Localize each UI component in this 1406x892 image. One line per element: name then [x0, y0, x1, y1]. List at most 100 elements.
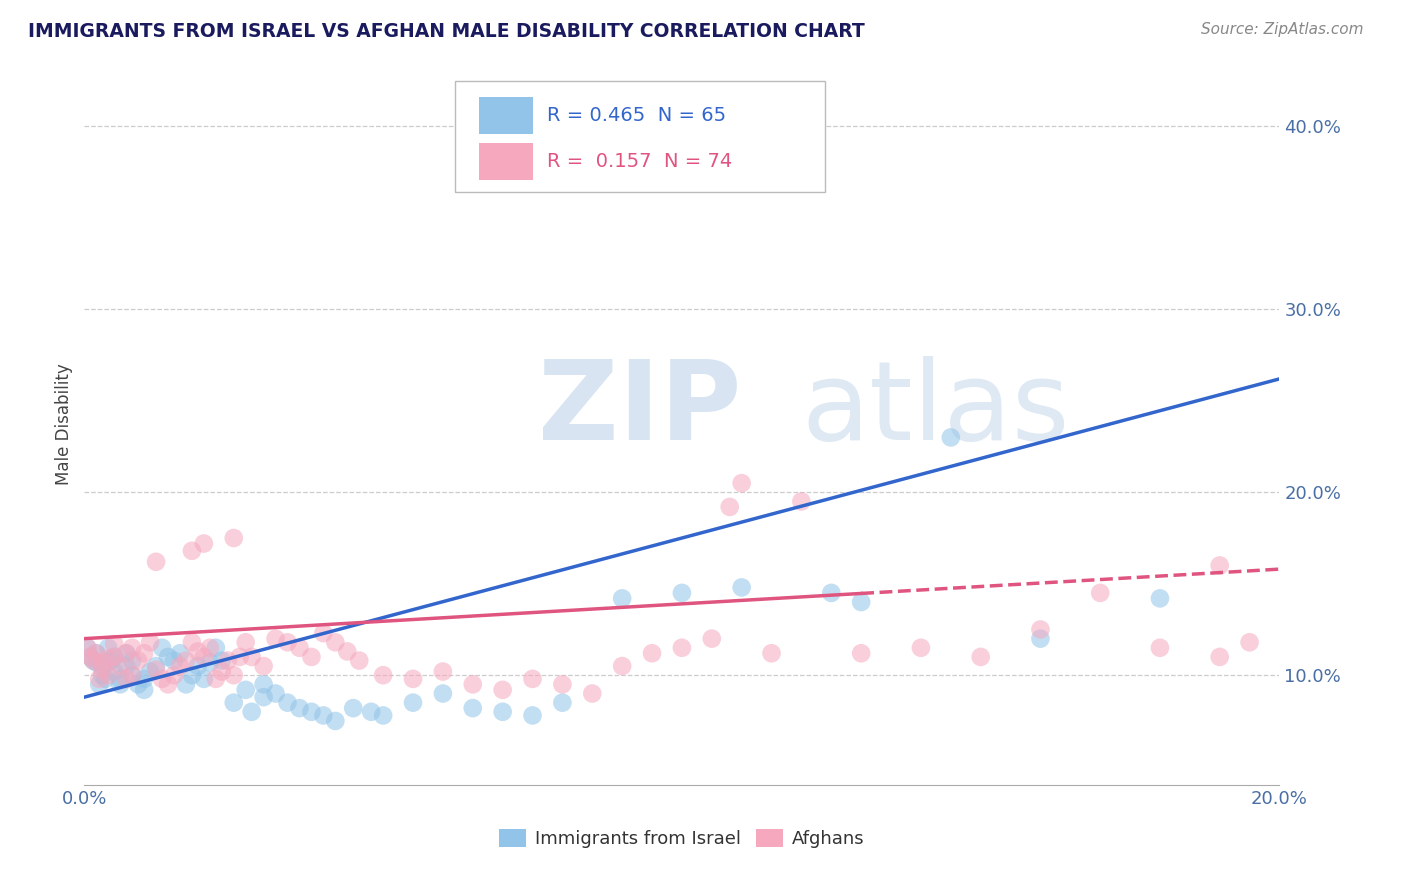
Point: [1239, 635, 1261, 649]
Point: [193, 649, 215, 664]
Point: [432, 665, 454, 679]
Point: [641, 646, 664, 660]
Point: [181, 544, 204, 558]
Point: [97, 640, 120, 655]
Text: IMMIGRANTS FROM ISRAEL VS AFGHAN MALE DISABILITY CORRELATION CHART: IMMIGRANTS FROM ISRAEL VS AFGHAN MALE DI…: [28, 22, 865, 41]
Point: [211, 665, 233, 679]
Point: [205, 672, 228, 686]
FancyBboxPatch shape: [456, 80, 825, 193]
Point: [97, 656, 120, 670]
Point: [373, 708, 395, 723]
Point: [1149, 640, 1171, 655]
Point: [301, 705, 323, 719]
Point: [700, 632, 723, 646]
Point: [1029, 623, 1052, 637]
Point: [277, 696, 299, 710]
Point: [145, 555, 167, 569]
Point: [86, 656, 108, 670]
Point: [193, 672, 215, 686]
Point: [461, 701, 484, 715]
Point: [163, 654, 186, 668]
Point: [731, 581, 754, 595]
Point: [82, 654, 104, 668]
Point: [91, 656, 114, 670]
Point: [240, 649, 263, 664]
Point: [402, 672, 425, 686]
Point: [910, 640, 932, 655]
Point: [110, 677, 132, 691]
Point: [132, 672, 156, 686]
Point: [277, 635, 299, 649]
Point: [121, 668, 143, 682]
Point: [103, 649, 125, 664]
Point: [373, 668, 395, 682]
Point: [349, 654, 371, 668]
Point: [76, 640, 98, 655]
Point: [139, 665, 162, 679]
Point: [360, 705, 382, 719]
Point: [731, 476, 754, 491]
Point: [145, 663, 167, 677]
Point: [581, 686, 603, 700]
Point: [121, 654, 143, 668]
Point: [181, 668, 204, 682]
Point: [222, 696, 245, 710]
Point: [150, 640, 173, 655]
Point: [205, 640, 228, 655]
Point: [461, 677, 484, 691]
Point: [718, 500, 741, 514]
Point: [1090, 586, 1112, 600]
Point: [79, 649, 101, 664]
Text: atlas: atlas: [801, 356, 1070, 463]
Point: [342, 701, 364, 715]
Point: [522, 672, 544, 686]
Text: Source: ZipAtlas.com: Source: ZipAtlas.com: [1201, 22, 1364, 37]
Point: [169, 646, 191, 660]
Point: [222, 531, 245, 545]
Point: [86, 646, 108, 660]
Point: [100, 654, 122, 668]
Point: [174, 654, 197, 668]
Text: ZIP: ZIP: [538, 356, 742, 463]
Point: [198, 656, 221, 670]
Point: [174, 677, 197, 691]
Point: [91, 668, 114, 682]
Point: [222, 668, 245, 682]
Point: [79, 649, 101, 664]
Point: [253, 690, 276, 705]
Point: [198, 640, 221, 655]
Point: [253, 677, 276, 691]
Point: [240, 705, 263, 719]
Point: [264, 686, 287, 700]
Point: [1209, 558, 1232, 573]
Point: [432, 686, 454, 700]
Point: [264, 632, 287, 646]
Point: [228, 649, 252, 664]
Point: [211, 654, 233, 668]
Y-axis label: Male Disability: Male Disability: [55, 363, 73, 484]
Point: [503, 174, 526, 188]
Point: [187, 644, 209, 658]
Point: [132, 646, 156, 660]
Point: [91, 663, 114, 677]
Point: [671, 586, 693, 600]
Point: [139, 635, 162, 649]
Point: [612, 591, 634, 606]
Point: [288, 640, 311, 655]
Point: [671, 640, 693, 655]
Text: R = 0.465  N = 65: R = 0.465 N = 65: [547, 106, 725, 125]
Point: [82, 654, 104, 668]
Point: [492, 705, 515, 719]
Point: [89, 672, 111, 686]
Point: [110, 659, 132, 673]
Point: [132, 682, 156, 697]
Point: [551, 696, 574, 710]
Point: [288, 701, 311, 715]
Point: [1209, 649, 1232, 664]
Point: [851, 646, 873, 660]
Point: [301, 649, 323, 664]
Point: [217, 654, 239, 668]
Point: [522, 708, 544, 723]
Point: [110, 672, 132, 686]
Point: [94, 672, 117, 686]
